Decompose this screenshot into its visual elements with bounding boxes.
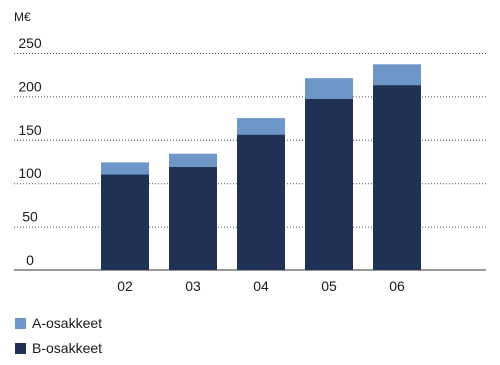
y-tick-label: 250 xyxy=(18,35,42,51)
bar-segment-a-osakkeet xyxy=(169,153,217,167)
y-unit-label: M€ xyxy=(14,10,31,24)
x-tick-labels: 02 03 04 05 06 xyxy=(117,278,405,294)
bar-segment-b-osakkeet xyxy=(101,174,149,270)
bar-segment-b-osakkeet xyxy=(237,134,285,270)
y-tick-label: 200 xyxy=(18,78,42,94)
legend-swatch xyxy=(15,318,26,329)
y-tick-label: 0 xyxy=(26,252,34,268)
bar-segment-b-osakkeet xyxy=(373,85,421,270)
bar-segment-a-osakkeet xyxy=(237,118,285,135)
bars xyxy=(101,64,421,270)
x-tick-label: 02 xyxy=(117,278,133,294)
legend-label: B-osakkeet xyxy=(32,340,102,356)
y-tick-label: 100 xyxy=(18,165,42,181)
y-tick-label: 150 xyxy=(18,122,42,138)
x-tick-label: 05 xyxy=(321,278,337,294)
bar-segment-a-osakkeet xyxy=(101,162,149,175)
legend-label: A-osakkeet xyxy=(32,315,102,331)
x-tick-label: 04 xyxy=(253,278,269,294)
x-tick-label: 03 xyxy=(185,278,201,294)
y-tick-label: 50 xyxy=(22,209,38,225)
y-tick-labels: 0 50 100 150 200 250 xyxy=(18,35,42,268)
x-tick-label: 06 xyxy=(389,278,405,294)
legend-swatch xyxy=(15,343,26,354)
bar-segment-a-osakkeet xyxy=(373,64,421,86)
bar-segment-b-osakkeet xyxy=(305,99,353,270)
bar-segment-b-osakkeet xyxy=(169,166,217,270)
bar-segment-a-osakkeet xyxy=(305,78,353,100)
legend: A-osakkeet B-osakkeet xyxy=(15,315,102,356)
